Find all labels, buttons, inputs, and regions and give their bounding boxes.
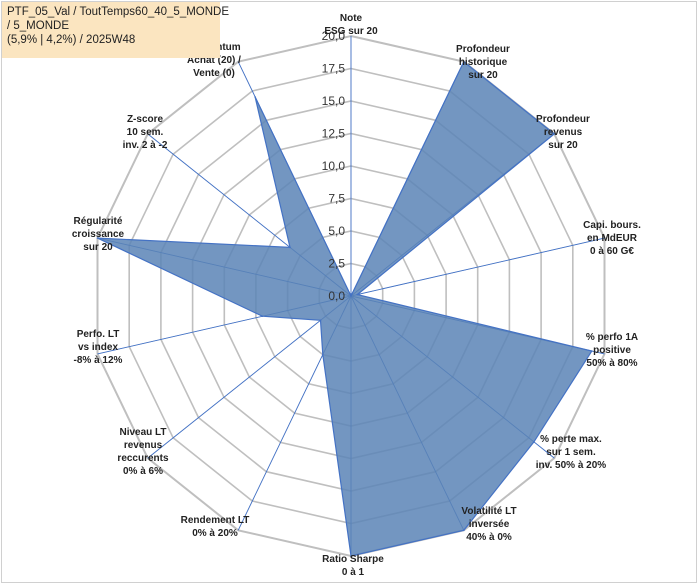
- tick-label: 5,0: [328, 224, 345, 238]
- category-label-line: 50% à 80%: [586, 358, 637, 369]
- radar-tick-labels: 0,0 2,5 5,0 7,5 10,0 12,5 15,0 17,5 20,0: [322, 29, 346, 303]
- category-label-line: -8% à 12%: [74, 355, 123, 366]
- series-point: [350, 295, 352, 297]
- category-label-line: 40% à 0%: [466, 532, 512, 543]
- category-label-line: Achat (20) /: [187, 55, 241, 66]
- category-label: Rendement LT 0% à 20%: [181, 515, 250, 539]
- series-point: [356, 293, 359, 296]
- chart-title-line-1: PTF_05_Val / ToutTemps60_40_5_MONDE: [7, 6, 230, 18]
- series-point: [591, 350, 593, 352]
- category-label-line: Ratio Sharpe: [322, 554, 384, 565]
- category-label-line: Rendement LT: [181, 515, 250, 526]
- category-label: Profondeur revenus sur 20: [536, 114, 590, 151]
- axis-line-overlay: [147, 295, 352, 459]
- category-label-line: sur 20: [468, 70, 498, 81]
- tick-label: 0,0: [328, 289, 345, 303]
- category-label: Ratio Sharpe 0 à 1: [322, 554, 384, 578]
- category-label: % perfo 1A positive 50% à 80%: [586, 332, 638, 369]
- category-label: Niveau LT revenus reccurents 0% à 6%: [117, 427, 169, 477]
- category-label-line: % perfo 1A: [586, 332, 638, 343]
- category-label-line: 0% à 6%: [123, 466, 163, 477]
- category-label-line: sur 20: [83, 242, 113, 253]
- category-label: Profondeur historique sur 20: [456, 44, 510, 81]
- category-label-line: vs index: [78, 342, 118, 353]
- category-label-line: Capi. bours.: [583, 220, 641, 231]
- category-label-line: % perte max.: [540, 434, 602, 445]
- tick-label: 17,5: [322, 62, 346, 76]
- category-label: Perfo. LT vs index -8% à 12%: [74, 329, 123, 366]
- category-label-line: Note: [340, 13, 363, 24]
- chart-title-box: PTF_05_Val / ToutTemps60_40_5_MONDE / 5_…: [2, 2, 230, 58]
- category-label-line: Volatilité LT: [461, 506, 516, 517]
- category-label-line: reccurents: [117, 453, 169, 464]
- series-point: [350, 555, 352, 557]
- category-label-line: inv. 2 à -2: [123, 140, 168, 151]
- category-label: Note ESG sur 20: [324, 13, 378, 37]
- category-label-line: Perfo. LT: [77, 329, 120, 340]
- category-label-line: 0 à 60 G€: [590, 246, 634, 257]
- category-label: Z-score 10 sem. inv. 2 à -2: [123, 114, 168, 151]
- category-label-line: sur 20: [548, 140, 578, 151]
- category-label-line: sur 1 sem.: [546, 447, 596, 458]
- category-label-line: croissance: [72, 229, 125, 240]
- category-label: % perte max. sur 1 sem. inv. 50% à 20%: [536, 434, 607, 471]
- category-label: Régularité croissance sur 20: [72, 216, 125, 253]
- category-label: Capi. bours. en MdEUR 0 à 60 G€: [583, 220, 641, 257]
- tick-label: 20,0: [322, 29, 346, 43]
- series-point: [289, 246, 291, 249]
- category-label-line: Niveau LT: [119, 427, 166, 438]
- category-label-line: inversée: [469, 519, 510, 530]
- category-label-line: positive: [593, 345, 631, 356]
- chart-title-line-3: (5,9% | 4,2%) / 2025W48: [7, 34, 136, 46]
- category-label-line: Profondeur: [456, 44, 510, 55]
- category-label-line: 0 à 1: [342, 567, 365, 578]
- series-point: [319, 319, 322, 322]
- category-label-line: 10 sem.: [127, 127, 164, 138]
- tick-label: 15,0: [322, 94, 346, 108]
- category-label-line: Z-score: [127, 114, 164, 125]
- series-point: [261, 315, 264, 318]
- tick-label: 12,5: [322, 127, 346, 141]
- series-point: [533, 441, 535, 443]
- series-point: [254, 96, 256, 98]
- series-point: [553, 133, 556, 135]
- tick-label: 10,0: [322, 159, 346, 173]
- category-label-line: Régularité: [74, 216, 123, 227]
- radar-series: [96, 60, 593, 557]
- category-label-line: revenus: [544, 127, 583, 138]
- category-label-line: 0% à 20%: [192, 528, 238, 539]
- tick-label: 7,5: [328, 192, 345, 206]
- series-point: [96, 237, 99, 239]
- tick-label: 2,5: [328, 257, 345, 271]
- radar-category-labels: Note ESG sur 20 Profondeur historique sur 20…: [72, 13, 641, 578]
- category-label-line: revenus: [124, 440, 163, 451]
- axis-line-overlay: [350, 237, 605, 297]
- category-label-line: Vente (0): [193, 68, 235, 79]
- series-point: [322, 353, 324, 356]
- category-label-line: Profondeur: [536, 114, 590, 125]
- category-label-line: ESG sur 20: [324, 26, 378, 37]
- category-label-line: inv. 50% à 20%: [536, 460, 607, 471]
- category-label-line: en MdEUR: [587, 233, 638, 244]
- category-label-line: historique: [459, 57, 508, 68]
- chart-title-line-2: / 5_MONDE: [7, 20, 69, 32]
- category-label: Volatilité LT inversée 40% à 0%: [461, 506, 516, 543]
- series-point: [463, 60, 465, 63]
- series-point: [463, 529, 465, 532]
